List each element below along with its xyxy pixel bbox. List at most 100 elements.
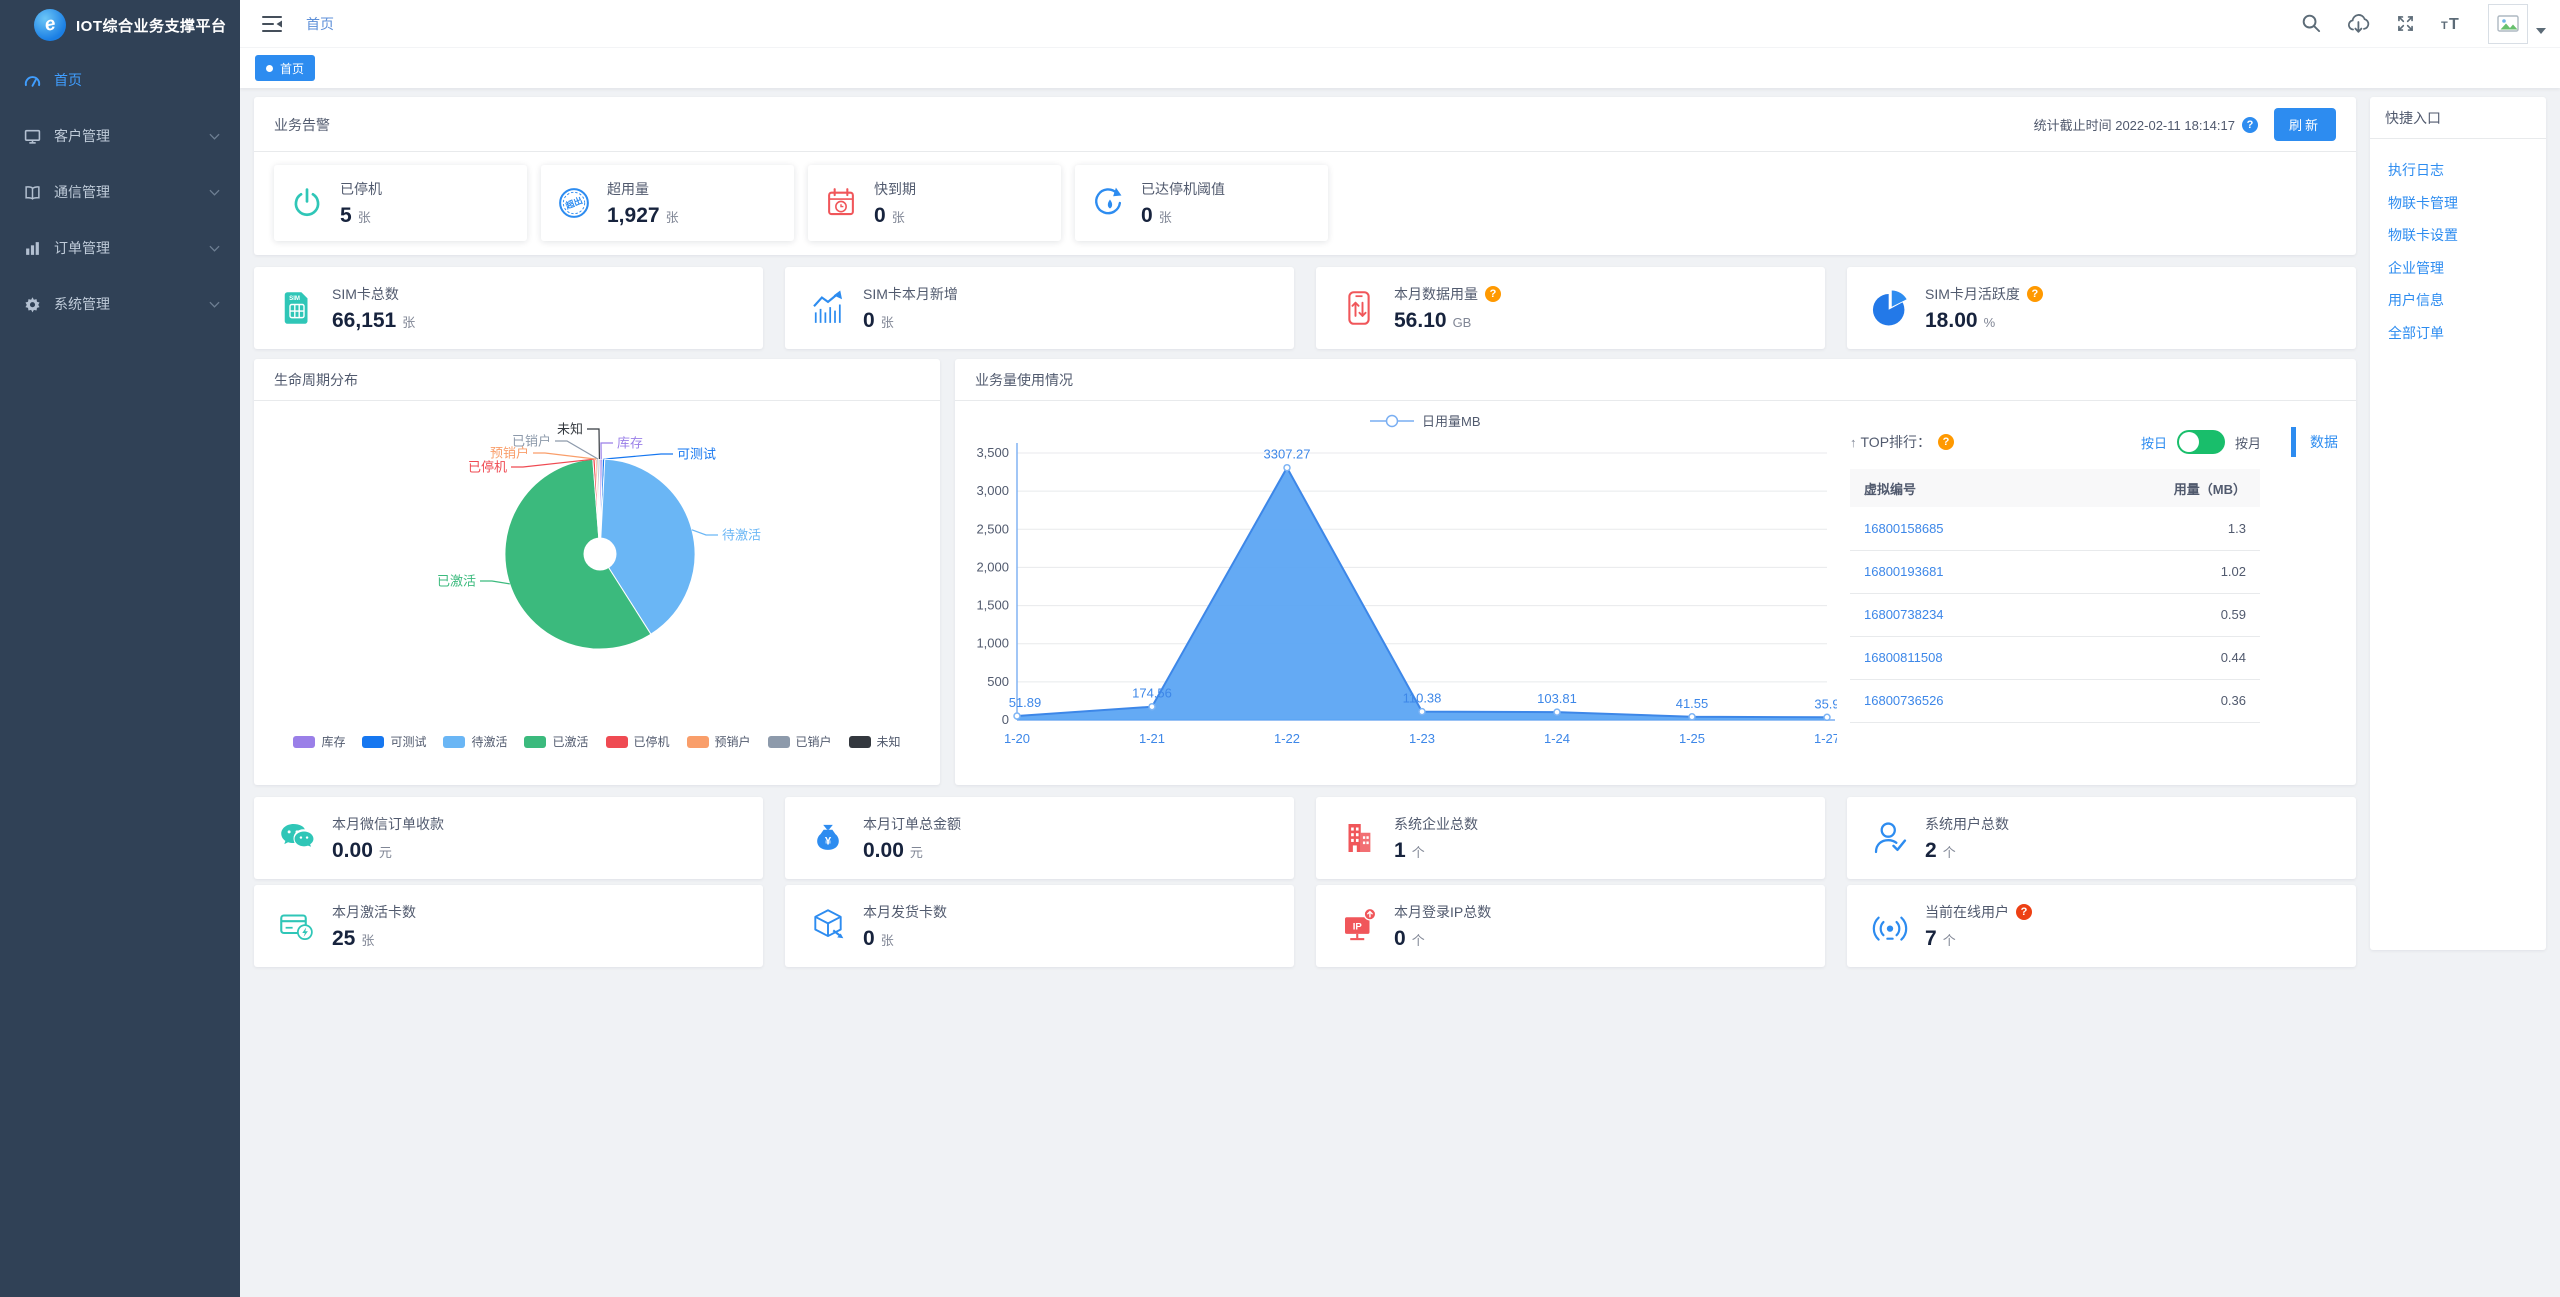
legend-swatch — [767, 735, 790, 748]
quick-entry-links: 执行日志物联卡管理物联卡设置企业管理用户信息全部订单 — [2370, 139, 2546, 364]
day-month-toggle[interactable] — [2176, 430, 2225, 454]
svg-text:T: T — [2441, 20, 2448, 32]
daily-usage-line-chart: 0 500 1,000 1,500 2,000 2,500 3,000 3,500 51.89 1… — [967, 405, 1840, 757]
tabstrip: 首页 — [240, 48, 2560, 88]
help-icon[interactable]: ? — [1485, 285, 1501, 302]
svg-text:0: 0 — [1002, 712, 1009, 727]
datausage-icon — [1338, 287, 1380, 329]
quick-link-2[interactable]: 物联卡管理 — [2388, 194, 2458, 211]
sim-icon: SIM — [276, 287, 318, 329]
svg-text:IP: IP — [1353, 922, 1363, 933]
legend-item[interactable]: 已激活 — [524, 733, 589, 750]
fullscreen-icon[interactable] — [2395, 13, 2416, 34]
top-rank-table: 虚拟编号 用量（MB） 16800158685 1.3 16800193681 1.0… — [1850, 469, 2260, 723]
stat-unit: 个 — [1942, 932, 1956, 948]
section-title: 业务量使用情况 — [975, 372, 1073, 388]
virtual-number-link[interactable]: 16800158685 — [1864, 520, 1944, 536]
svg-text:41.55: 41.55 — [1676, 696, 1709, 711]
svg-text:库存: 库存 — [617, 436, 643, 451]
tab-indicator-bar — [2291, 427, 2296, 457]
virtual-number-link[interactable]: 16800736526 — [1864, 693, 1944, 708]
refresh-button[interactable]: 刷新 — [2273, 108, 2336, 141]
quick-link-1[interactable]: 执行日志 — [2388, 162, 2444, 178]
chevron-down-icon[interactable] — [2536, 27, 2546, 34]
expire-icon — [822, 184, 860, 222]
svg-text:已停机: 已停机 — [468, 460, 507, 475]
legend-label: 已停机 — [633, 735, 670, 749]
help-icon[interactable]: ? — [2026, 285, 2043, 302]
stat-card: SIM卡本月新增 0 张 — [785, 267, 1294, 349]
top-rank-panel: ↑ TOP排行： ? 按日 按月 数据 — [1850, 401, 2338, 772]
legend-item[interactable]: 已停机 — [605, 733, 670, 750]
toggle-by-day-label[interactable]: 按日 — [2140, 435, 2167, 451]
stat-unit: 张 — [357, 209, 371, 225]
sidebar-item-comm[interactable]: 通信管理 — [0, 164, 240, 220]
stat-card: SIM卡月活跃度? 18.00% — [1847, 267, 2356, 349]
tab-label: 首页 — [280, 61, 305, 76]
sidebar-item-label: 通信管理 — [54, 184, 110, 200]
cloud-download-icon[interactable] — [2346, 13, 2371, 35]
help-icon[interactable]: ? — [2016, 903, 2032, 920]
svg-text:35.9: 35.9 — [1814, 696, 1837, 711]
stat-label: SIM卡月活跃度? — [1925, 284, 2043, 304]
top-rank-title: TOP排行： — [1860, 434, 1932, 450]
section-title: 生命周期分布 — [274, 372, 358, 388]
sidebar-item-system[interactable]: 系统管理 — [0, 276, 240, 332]
column-header: 虚拟编号 — [1850, 469, 2063, 507]
customer-icon — [24, 128, 41, 145]
stat-unit: 张 — [361, 932, 375, 948]
legend-item[interactable]: 未知 — [848, 733, 901, 750]
bottom-stats-row-1: 本月微信订单收款 0.00 元 ¥ 本月订单总金额 0.00 元系统企业总数 1 个系统用户总数… — [254, 797, 2356, 879]
stat-value: 66,151 — [332, 308, 397, 332]
stat-card: 当前在线用户? 7 个 — [1847, 885, 2356, 967]
quick-link-4[interactable]: 企业管理 — [2388, 259, 2444, 276]
virtual-number-link[interactable]: 16800811508 — [1864, 650, 1943, 665]
stat-value: 0 — [863, 926, 875, 950]
cardact-icon — [276, 905, 318, 947]
legend-item[interactable]: 已销户 — [767, 733, 832, 750]
help-icon[interactable]: ? — [2241, 116, 2258, 133]
toggle-by-month-label[interactable]: 按月 — [2234, 435, 2261, 451]
svg-text:未知: 未知 — [557, 422, 583, 437]
sidebar-item-home[interactable]: 首页 — [0, 52, 240, 108]
virtual-number-link[interactable]: 16800193681 — [1864, 564, 1944, 579]
overuse-icon: 超出 — [555, 184, 593, 222]
menu-fold-icon[interactable] — [260, 12, 284, 36]
quick-link-3[interactable]: 物联卡设置 — [2388, 227, 2458, 243]
search-icon[interactable] — [2301, 13, 2322, 34]
tab-home[interactable]: 首页 — [255, 55, 316, 81]
svg-text:3,000: 3,000 — [976, 483, 1009, 498]
stat-card: 快到期 0 张 — [808, 165, 1061, 241]
chevron-down-icon — [209, 301, 220, 308]
svg-text:51.89: 51.89 — [1009, 695, 1042, 710]
stat-card: ¥ 本月订单总金额 0.00 元 — [785, 797, 1294, 879]
svg-text:待激活: 待激活 — [722, 528, 761, 543]
stat-label: 快到期 — [874, 180, 916, 197]
sidebar-item-order[interactable]: 订单管理 — [0, 220, 240, 276]
stat-unit: 元 — [909, 844, 923, 860]
help-icon[interactable]: ? — [1938, 434, 1955, 450]
legend-item[interactable]: 预销户 — [686, 733, 751, 750]
legend-item[interactable]: 可测试 — [362, 733, 426, 750]
sidebar-menu: 首页 客户管理通信管理订单管理 系统管理 — [0, 50, 240, 332]
svg-text:SIM: SIM — [289, 295, 300, 302]
sidebar-item-customer[interactable]: 客户管理 — [0, 108, 240, 164]
legend-item[interactable]: 库存 — [293, 733, 345, 750]
quick-link-5[interactable]: 用户信息 — [2388, 292, 2444, 308]
avatar[interactable] — [2488, 3, 2528, 44]
stat-label: SIM卡本月新增 — [863, 285, 958, 302]
svg-text:T: T — [2449, 16, 2459, 33]
virtual-number-link[interactable]: 16800738234 — [1864, 607, 1944, 622]
svg-text:110.38: 110.38 — [1403, 691, 1442, 706]
stat-unit: 张 — [880, 314, 894, 330]
stat-label: 已停机 — [340, 180, 382, 197]
breadcrumb[interactable]: 首页 — [306, 15, 334, 32]
legend-item[interactable]: 待激活 — [443, 733, 507, 750]
stat-value: 0 — [874, 203, 886, 227]
stat-value: 1,927 — [607, 203, 660, 227]
online-icon — [1869, 905, 1911, 947]
quick-link-6[interactable]: 全部订单 — [2388, 324, 2444, 341]
data-tab-link[interactable]: 数据 — [2310, 434, 2338, 450]
